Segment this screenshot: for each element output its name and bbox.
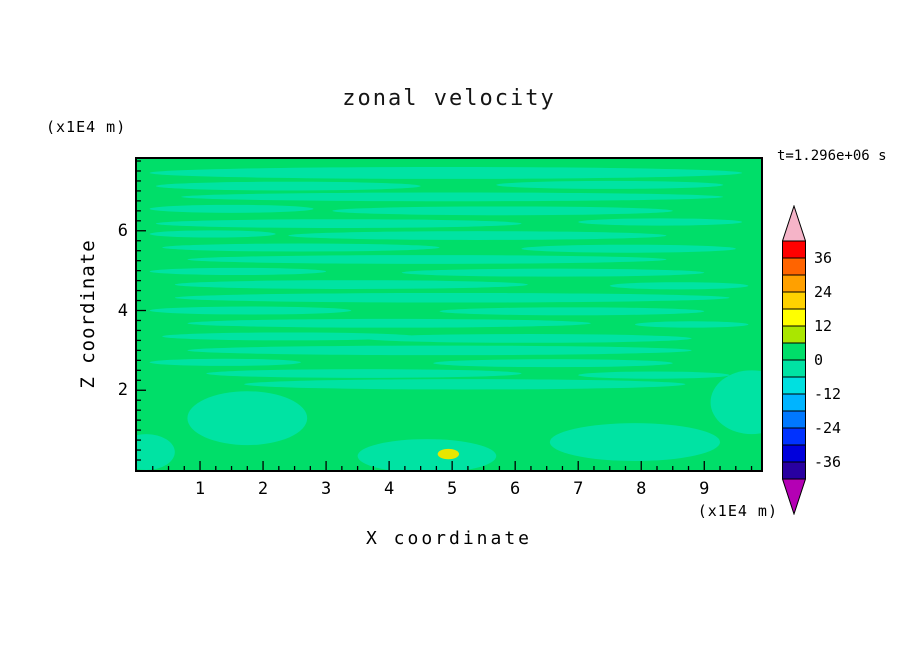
x-tick-label: 4 [383, 479, 395, 499]
contour-band [521, 244, 736, 253]
contour-band [181, 192, 724, 202]
contour-band [363, 334, 692, 343]
contour-band [288, 231, 667, 240]
colorbar-segment [782, 461, 806, 480]
contour-band [206, 369, 522, 378]
contour-band [549, 423, 721, 462]
colorbar-segment [782, 257, 806, 276]
contour-band [149, 230, 276, 238]
colorbar [782, 205, 806, 515]
colorbar-over-arrow [782, 205, 806, 242]
colorbar-segment [782, 410, 806, 429]
x-tick-label: 7 [573, 479, 584, 499]
x-tick-label: 1 [194, 479, 206, 499]
contour-band [149, 358, 301, 366]
colorbar-segment [782, 291, 806, 310]
colorbar-tick-label: -24 [814, 419, 842, 437]
contour-band [578, 371, 730, 379]
contour-band [401, 268, 705, 277]
x-axis-unit-label: (x1E4 m) [697, 502, 778, 520]
contour-band [174, 292, 730, 303]
contour-band [149, 204, 314, 213]
colorbar-segment [782, 274, 806, 293]
x-tick-label: 3 [320, 479, 332, 499]
contour-spot [437, 448, 460, 460]
colorbar-segment [782, 376, 806, 395]
contour-field [137, 159, 761, 470]
colorbar-tick-label: 24 [814, 283, 833, 301]
colorbar-segment [782, 240, 806, 259]
contour-band [155, 181, 421, 191]
contour-band [187, 391, 308, 446]
contour-band [149, 166, 743, 179]
contour-band [357, 439, 497, 470]
colorbar-tick-label: 0 [814, 351, 824, 369]
contour-band [634, 321, 749, 328]
colorbar-tick-label: 12 [814, 317, 833, 335]
contour-band [439, 307, 705, 316]
colorbar-tick-label: 36 [814, 249, 833, 267]
y-axis-unit-label: (x1E4 m) [46, 118, 127, 136]
contour-band [710, 370, 761, 435]
contour-band [149, 306, 352, 315]
y-tick-label: 4 [117, 300, 128, 321]
colorbar-segment [782, 342, 806, 361]
contour-band [244, 379, 686, 390]
contour-band [433, 359, 673, 368]
contour-band [137, 434, 175, 470]
y-tick-label: 2 [117, 380, 128, 401]
contour-band [578, 218, 743, 226]
contour-band [149, 267, 327, 276]
chart-title: zonal velocity [342, 86, 556, 111]
colorbar-segment [782, 308, 806, 327]
x-tick-label: 2 [257, 479, 269, 499]
x-tick-label: 5 [447, 479, 458, 499]
contour-band [155, 219, 522, 228]
colorbar-segment [782, 359, 806, 378]
x-tick-label: 9 [699, 479, 710, 499]
contour-band [187, 255, 667, 264]
contour-band [187, 318, 591, 328]
contour-band [187, 345, 692, 356]
x-axis-title: X coordinate [365, 528, 533, 549]
colorbar-segment [782, 325, 806, 344]
colorbar-segment [782, 444, 806, 463]
colorbar-tick-label: -36 [814, 453, 842, 471]
contour-band [332, 206, 673, 216]
contour-band [496, 180, 724, 189]
x-tick-label: 8 [636, 479, 647, 499]
contour-band [609, 282, 749, 290]
x-tick-label: 6 [510, 479, 521, 499]
axis-tick-marks [137, 160, 753, 470]
contour-band [162, 243, 440, 252]
colorbar-segment [782, 393, 806, 412]
colorbar-segment [782, 427, 806, 446]
colorbar-under-arrow [782, 478, 806, 515]
y-tick-label: 6 [117, 220, 128, 241]
timestamp-label: t=1.296e+06 s [777, 148, 887, 164]
contour-plot-area [135, 157, 763, 472]
contour-band [174, 280, 528, 289]
colorbar-tick-label: -12 [814, 385, 842, 403]
contour-band [162, 332, 415, 341]
